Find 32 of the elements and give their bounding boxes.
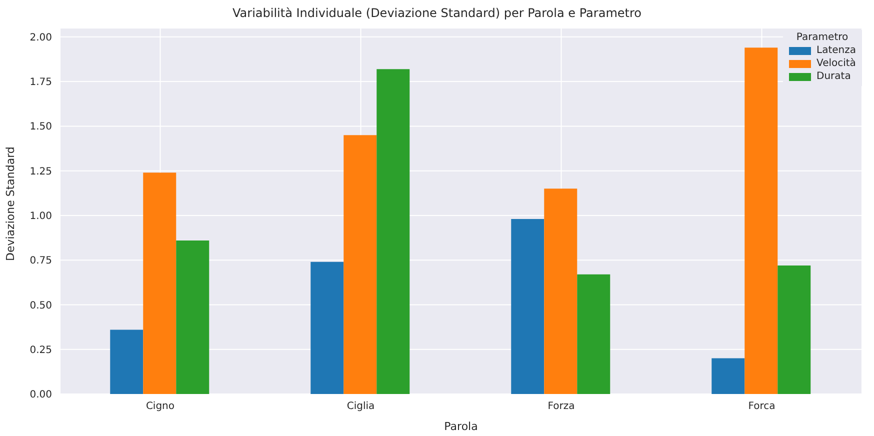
y-tick-label: 1.25 — [30, 166, 52, 178]
bar — [744, 48, 778, 394]
legend-label: Durata — [816, 71, 851, 82]
x-tick-label: Forca — [748, 401, 776, 412]
bar — [176, 240, 210, 394]
y-tick-label: 0.50 — [30, 300, 52, 312]
y-tick-label: 1.00 — [30, 211, 52, 222]
bar — [511, 219, 544, 394]
x-tick-label: Ciglia — [346, 401, 375, 412]
bar — [544, 188, 578, 394]
legend-title: Parametro — [795, 32, 850, 43]
bar — [143, 172, 176, 394]
bar — [712, 358, 745, 394]
x-tick-label: Forza — [548, 401, 575, 412]
bar — [310, 262, 344, 394]
bar — [778, 265, 811, 394]
y-axis-title: Deviazione Standard — [4, 146, 17, 261]
y-tick-label: 1.50 — [30, 122, 52, 133]
bar — [376, 69, 410, 394]
x-tick-label: Cigno — [146, 401, 175, 412]
bar — [110, 330, 144, 394]
y-tick-label: 0.25 — [30, 344, 52, 356]
x-axis-title: Parola — [444, 420, 478, 433]
chart-title: Variabilità Individuale (Deviazione Standard) per Parola e Parametro — [232, 6, 642, 20]
legend-label: Velocità — [816, 58, 856, 69]
y-tick-label: 1.75 — [30, 77, 52, 88]
y-tick-label: 0.00 — [30, 390, 52, 401]
bar — [577, 274, 610, 394]
y-tick-label: 2.00 — [30, 32, 52, 44]
bar — [344, 135, 377, 394]
y-tick-label: 0.75 — [30, 256, 52, 267]
legend-label: Latenza — [816, 45, 856, 56]
